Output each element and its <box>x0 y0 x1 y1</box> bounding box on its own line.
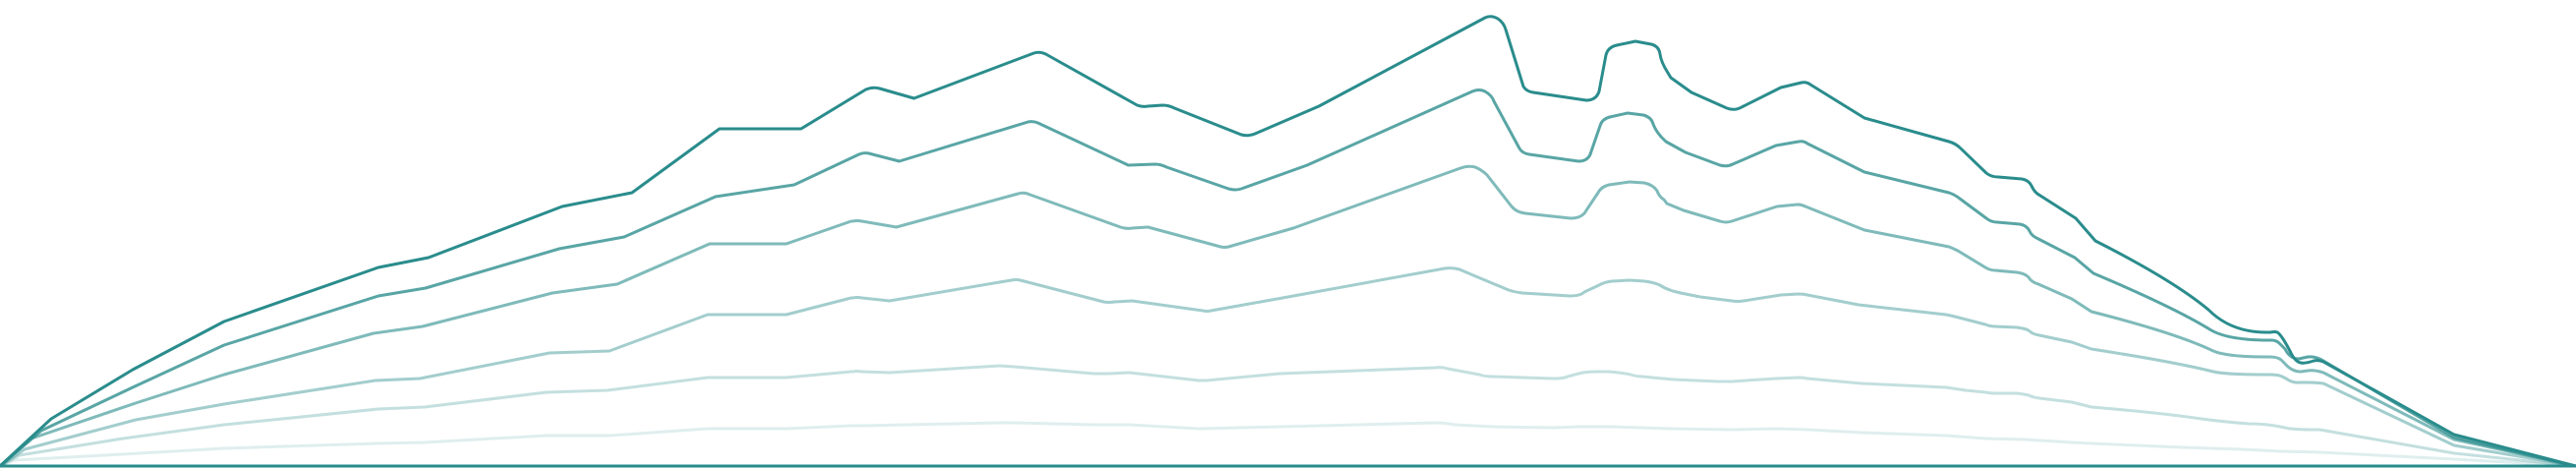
mountain-layer-3 <box>0 164 2576 468</box>
mountain-layer-6 <box>0 421 2576 468</box>
mountain-layer-4 <box>0 266 2576 468</box>
mountain-layers <box>0 15 2576 468</box>
mountain-layer-5 <box>0 364 2576 468</box>
mountain-layer-1 <box>0 15 2576 468</box>
mountain-layer-2 <box>0 88 2576 468</box>
